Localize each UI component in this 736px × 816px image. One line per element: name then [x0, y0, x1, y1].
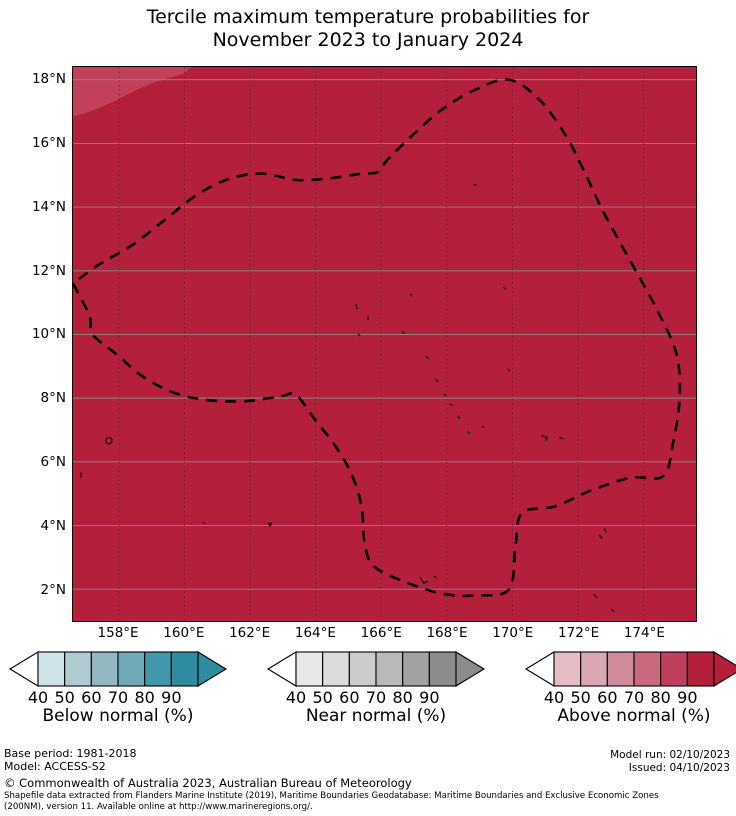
island-coastlines	[80, 184, 615, 613]
legend-label-above-normal: Above normal (%)	[557, 706, 711, 726]
x-axis-tick-label: 168°E	[426, 625, 468, 641]
colorbar-tick-label: 90	[161, 688, 182, 707]
colorbar-tick-label: 60	[597, 688, 618, 707]
colorbar-tick-label: 80	[650, 688, 671, 707]
y-axis-tick-label: 8°N	[40, 390, 66, 407]
model-run-text: Model run: 02/10/2023	[610, 749, 730, 761]
colorbar-tick-label: 70	[107, 688, 129, 707]
legend-label-near-normal: Near normal (%)	[305, 706, 447, 726]
gridlines-horizontal	[73, 79, 696, 590]
colorbar-segment[interactable]	[295, 651, 324, 687]
colorbar-segment[interactable]	[37, 651, 66, 687]
colorbar-tick-label: 40	[543, 688, 565, 707]
colorbar-ticks-above-normal: 40 50 60 70 80 90	[524, 688, 736, 708]
x-axis-tick-label: 166°E	[360, 625, 402, 641]
colorbar-segment[interactable]	[348, 651, 377, 687]
map-plot-area[interactable]	[72, 66, 697, 622]
y-axis-tick-label: 4°N	[40, 518, 66, 535]
y-axis-tick-label: 16°N	[31, 134, 66, 151]
x-axis-tick-label: 174°E	[623, 625, 665, 641]
colorbar-tick-label: 50	[570, 688, 591, 707]
attribution-text: Shapefile data extracted from Flanders M…	[4, 791, 734, 812]
colorbar-segment[interactable]	[580, 651, 608, 687]
legend-below-normal[interactable]: 40 50 60 70 80 90 Below normal (%)	[8, 650, 228, 726]
colorbar-above-normal[interactable]	[524, 650, 736, 688]
colorbar-tick-label: 70	[623, 688, 645, 707]
footer-left: Base period: 1981-2018 Model: ACCESS-S2	[4, 747, 136, 773]
colorbar-extend-low	[8, 651, 39, 687]
issued-text: Issued: 04/10/2023	[628, 762, 730, 774]
colorbar-segment[interactable]	[322, 651, 350, 687]
y-axis-tick-label: 12°N	[31, 262, 66, 279]
model-text: Model: ACCESS-S2	[4, 760, 106, 773]
legend-above-normal[interactable]: 40 50 60 70 80 90 Above normal (%)	[524, 650, 736, 726]
x-axis-tick-label: 162°E	[229, 625, 271, 641]
colorbar-segment[interactable]	[375, 651, 404, 687]
colorbar-tick-label: 50	[312, 688, 333, 707]
y-axis-tick-label: 2°N	[40, 582, 66, 599]
colorbar-ticks-below-normal: 40 50 60 70 80 90	[8, 688, 228, 708]
x-axis-tick-label: 160°E	[163, 625, 205, 641]
colorbar-near-normal[interactable]	[266, 650, 486, 688]
x-axis: 158°E 160°E 162°E 164°E 166°E 168°E 170°E 172°E…	[72, 625, 697, 645]
colorbar-tick-label: 80	[134, 688, 155, 707]
probability-fill-primary	[73, 67, 696, 621]
x-axis-tick-label: 164°E	[294, 625, 336, 641]
colorbar-tick-label: 40	[285, 688, 307, 707]
colorbar-segment[interactable]	[402, 651, 430, 687]
legend-near-normal[interactable]: 40 50 60 70 80 90 Near normal (%)	[266, 650, 486, 726]
colorbar-extend-high	[197, 651, 228, 687]
page-title: Tercile maximum temperature probabilitie…	[0, 6, 736, 52]
attribution-line-2: (200NM), version 11. Available online at…	[4, 801, 313, 812]
eez-boundary-line	[73, 78, 682, 598]
colorbar-segment[interactable]	[117, 651, 146, 687]
title-line-1: Tercile maximum temperature probabilitie…	[146, 6, 590, 28]
colorbar-tick-label: 60	[81, 688, 102, 707]
title-line-2: November 2023 to January 2024	[212, 29, 524, 51]
colorbar-segment[interactable]	[144, 651, 172, 687]
colorbar-segment[interactable]	[660, 651, 688, 687]
legend-label-below-normal: Below normal (%)	[42, 706, 194, 726]
y-axis: 2°N 4°N 6°N 8°N 10°N 12°N 14°N 16°N 18°N	[0, 66, 66, 622]
colorbar-segment[interactable]	[686, 651, 715, 687]
x-axis-tick-label: 172°E	[558, 625, 600, 641]
colorbar-segment[interactable]	[64, 651, 92, 687]
base-period-text: Base period: 1981-2018	[4, 747, 137, 760]
colorbar-tick-label: 80	[392, 688, 413, 707]
attribution-line-1: Shapefile data extracted from Flanders M…	[4, 791, 659, 801]
colorbar-extend-high	[455, 651, 486, 687]
colorbar-segment[interactable]	[606, 651, 635, 687]
colorbar-segment[interactable]	[170, 651, 199, 687]
colorbar-extend-high	[713, 651, 736, 687]
y-axis-tick-label: 6°N	[40, 454, 66, 471]
y-axis-tick-label: 18°N	[31, 70, 66, 87]
colorbar-extend-low	[266, 651, 297, 687]
x-axis-tick-label: 170°E	[492, 625, 534, 641]
colorbar-tick-label: 40	[27, 688, 49, 707]
colorbar-tick-label: 90	[419, 688, 440, 707]
copyright-text: © Commonwealth of Australia 2023, Austra…	[4, 776, 412, 790]
colorbar-segment[interactable]	[428, 651, 457, 687]
colorbar-tick-label: 70	[365, 688, 387, 707]
colorbar-extend-low	[524, 651, 555, 687]
colorbar-segment[interactable]	[553, 651, 582, 687]
colorbar-below-normal[interactable]	[8, 650, 228, 688]
colorbar-tick-label: 90	[677, 688, 698, 707]
colorbar-segment[interactable]	[633, 651, 662, 687]
x-axis-tick-label: 158°E	[97, 625, 139, 641]
y-axis-tick-label: 14°N	[31, 198, 66, 215]
colorbar-tick-label: 60	[339, 688, 360, 707]
colorbar-segment[interactable]	[90, 651, 119, 687]
colorbar-ticks-near-normal: 40 50 60 70 80 90	[266, 688, 486, 708]
footer-right: Model run: 02/10/2023 Issued: 04/10/2023	[610, 749, 730, 775]
map-canvas	[73, 67, 696, 621]
y-axis-tick-label: 10°N	[31, 326, 66, 343]
colorbar-tick-label: 50	[54, 688, 75, 707]
